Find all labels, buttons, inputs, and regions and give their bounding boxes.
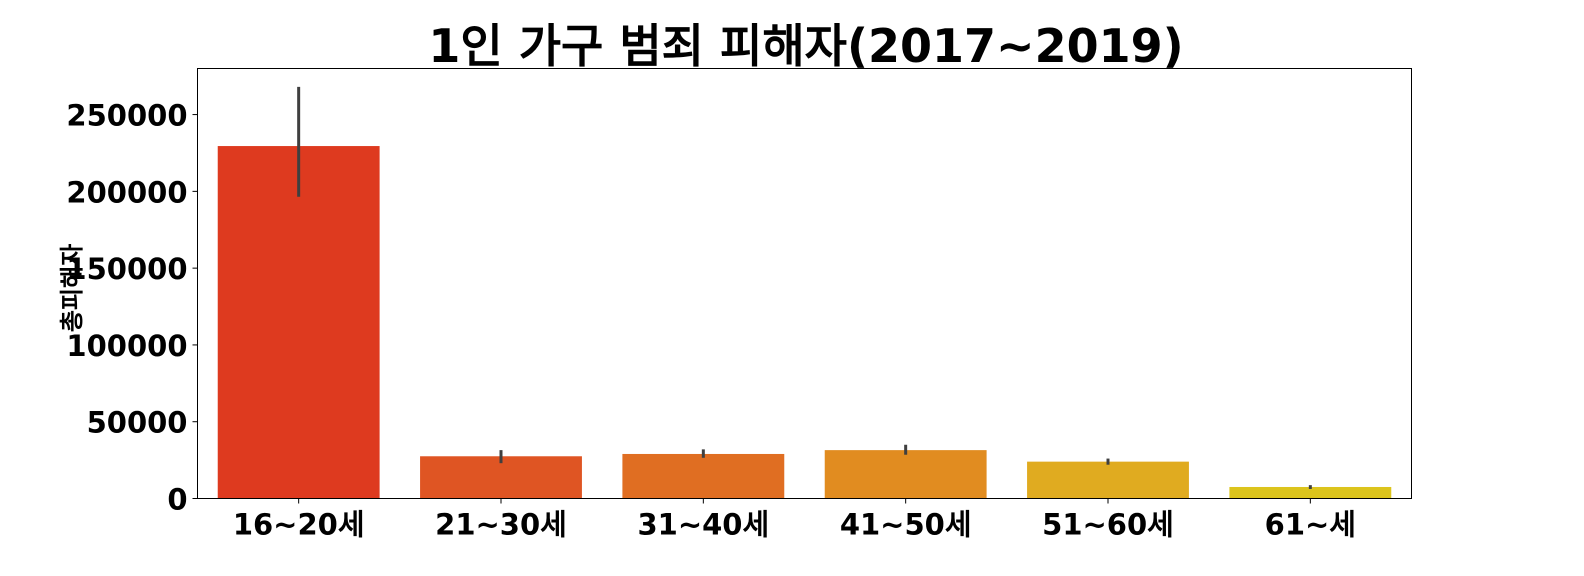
y-tick-label-6: 250000 (66, 99, 187, 133)
y-axis-label: 총피해자 (58, 244, 86, 332)
error-bars-group (297, 86, 1312, 489)
x-tick-label-3: 31~40세 (637, 508, 769, 542)
y-tick-label-4: 150000 (66, 252, 187, 286)
bars-group (217, 146, 1392, 499)
y-axis-label-group: 총피해자 (58, 244, 86, 332)
x-tick-label-4: 41~50세 (840, 508, 972, 542)
bar-5 (1027, 461, 1189, 499)
y-axis-ticks: 0 50000 100000 150000 200000 250000 (66, 99, 198, 517)
y-tick-label-2: 50000 (87, 406, 188, 440)
bar-1 (217, 146, 380, 499)
y-tick-label-3: 100000 (66, 329, 187, 363)
y-tick-label-5: 200000 (66, 175, 187, 209)
bar-2 (420, 456, 582, 499)
bar-4 (824, 450, 987, 499)
plot-area-frame (197, 68, 1412, 499)
chart-title: 1인 가구 범죄 피해자(2017~2019) (428, 19, 1183, 73)
bar-3 (622, 453, 785, 499)
x-tick-label-6: 61~세 (1265, 508, 1356, 542)
x-tick-label-5: 51~60세 (1042, 508, 1174, 542)
x-axis-ticks: 16~20세 21~30세 31~40세 41~50세 51~60세 61~세 (233, 498, 1356, 542)
x-tick-label-1: 16~20세 (233, 508, 365, 542)
x-tick-label-2: 21~30세 (435, 508, 567, 542)
y-tick-label-1: 0 (167, 483, 187, 517)
bar-6 (1229, 486, 1392, 499)
